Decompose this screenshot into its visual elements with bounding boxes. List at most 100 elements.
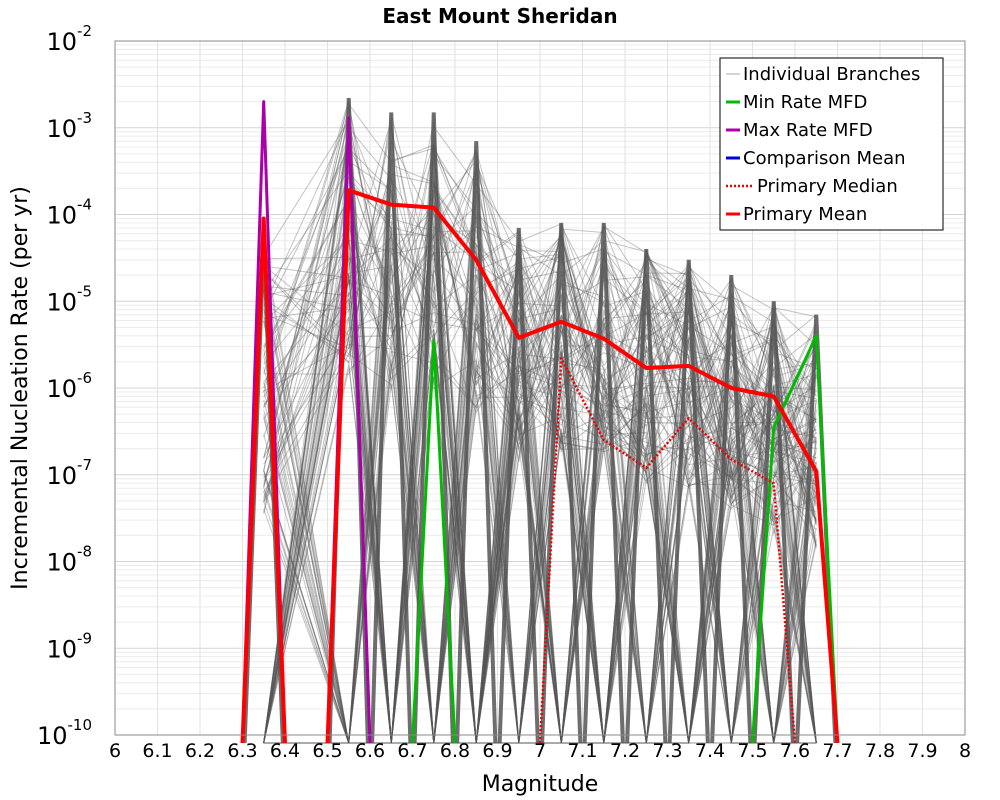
- branch-line: [263, 125, 817, 744]
- y-tick-label: 10-10: [37, 716, 92, 750]
- branch-line: [263, 183, 817, 744]
- branch-line: [263, 266, 817, 744]
- branch-line: [263, 118, 817, 744]
- y-tick-label: 10-7: [46, 456, 92, 490]
- branch-line: [263, 364, 817, 744]
- x-tick-label: 7.1: [567, 740, 597, 762]
- y-axis-ticks: 10-2 10-3 10-4 10-5 10-6 10-7 10-8 10-9 10-10: [37, 22, 92, 750]
- series-line-min-rate-mfd: [411, 334, 839, 744]
- x-tick-label: 6.7: [397, 740, 427, 762]
- branch-line: [263, 159, 817, 744]
- branch-line: [263, 197, 817, 744]
- branch-line: [263, 219, 817, 744]
- branch-line: [263, 216, 817, 744]
- legend-label: Max Rate MFD: [743, 120, 873, 141]
- branch-line: [263, 361, 817, 744]
- branch-line: [263, 201, 817, 744]
- branch-line: [263, 261, 817, 744]
- branch-line: [263, 160, 817, 744]
- x-tick-label: 6.1: [142, 740, 172, 762]
- branch-line: [263, 182, 817, 744]
- legend-box: [719, 57, 944, 231]
- legend-label: Primary Median: [757, 176, 898, 197]
- branch-line: [263, 116, 817, 744]
- branch-line: [263, 137, 817, 744]
- branch-line: [263, 213, 817, 744]
- x-tick-label: 7.6: [780, 740, 810, 762]
- x-tick-label: 8: [959, 740, 971, 762]
- y-tick-label: 10-5: [46, 282, 92, 316]
- x-tick-label: 6.9: [482, 740, 512, 762]
- branch-line: [263, 308, 817, 744]
- branch-line: [263, 239, 817, 744]
- branch-spike: [625, 248, 668, 744]
- branch-line: [263, 142, 817, 744]
- branch-line: [263, 225, 817, 744]
- branch-line: [263, 108, 817, 744]
- plot-frame: [114, 40, 966, 736]
- legend-label: Primary Mean: [743, 204, 867, 225]
- x-tick-label: 7.8: [865, 740, 895, 762]
- branch-line: [263, 133, 817, 744]
- legend: Individual Branches Min Rate MFD Max Rate …: [719, 57, 944, 231]
- x-tick-label: 6.8: [440, 740, 470, 762]
- branch-line: [263, 121, 817, 744]
- x-tick-label: 7: [534, 740, 546, 762]
- branch-line: [263, 193, 817, 744]
- branch-line: [263, 242, 817, 744]
- branch-line: [263, 181, 817, 744]
- legend-label: Min Rate MFD: [743, 92, 867, 113]
- branch-line: [263, 230, 817, 744]
- x-axis-label: Magnitude: [482, 772, 599, 797]
- x-tick-label: 7.3: [652, 740, 682, 762]
- branch-line: [263, 145, 817, 744]
- branch-line: [263, 152, 817, 744]
- y-tick-label: 10-3: [46, 109, 92, 143]
- x-axis-ticks: 6 6.1 6.2 6.3 6.4 6.5 6.6 6.7 6.8 6.9 7 7.1 7.2 7.3 7.…: [109, 740, 971, 762]
- x-tick-label: 6.4: [270, 740, 300, 762]
- branch-line: [263, 208, 817, 744]
- legend-label: Comparison Mean: [743, 148, 906, 169]
- y-axis-label: Incremental Nucleation Rate (per yr): [8, 186, 33, 590]
- branch-line: [263, 269, 817, 744]
- series-line-primary-median: [538, 357, 797, 744]
- branch-line: [263, 181, 817, 744]
- branch-line: [263, 231, 817, 744]
- x-tick-label: 7.5: [737, 740, 767, 762]
- y-tick-label: 10-9: [46, 629, 92, 663]
- y-tick-label: 10-6: [46, 369, 92, 403]
- branch-line: [263, 261, 817, 744]
- branch-line: [263, 178, 817, 744]
- branch-spike: [667, 259, 710, 744]
- legend-label: Individual Branches: [743, 64, 920, 85]
- branch-line: [263, 189, 817, 744]
- x-tick-label: 7.4: [695, 740, 725, 762]
- branch-line: [263, 255, 817, 744]
- branch-line: [263, 147, 817, 744]
- branch-line: [263, 212, 817, 744]
- branch-line: [263, 234, 817, 744]
- y-tick-label: 10-8: [46, 543, 92, 577]
- branch-spike: [412, 112, 455, 744]
- branch-line: [263, 151, 817, 744]
- branch-line: [263, 176, 817, 744]
- series-line-primary-mean: [240, 188, 840, 744]
- branch-line: [263, 205, 817, 744]
- branch-line: [263, 203, 817, 744]
- branch-line: [263, 252, 817, 744]
- branch-line: [263, 196, 817, 744]
- branch-line: [263, 232, 817, 744]
- branch-line: [263, 236, 817, 744]
- x-tick-label: 6.6: [355, 740, 385, 762]
- x-tick-label: 6.3: [227, 740, 257, 762]
- x-tick-label: 7.2: [610, 740, 640, 762]
- branch-line: [263, 265, 817, 744]
- branch-line: [263, 104, 817, 744]
- branch-line: [263, 194, 817, 744]
- branch-line: [263, 198, 817, 744]
- branch-line: [263, 238, 817, 744]
- grid: [114, 40, 966, 736]
- branch-line: [263, 149, 817, 744]
- branch-line: [263, 167, 817, 744]
